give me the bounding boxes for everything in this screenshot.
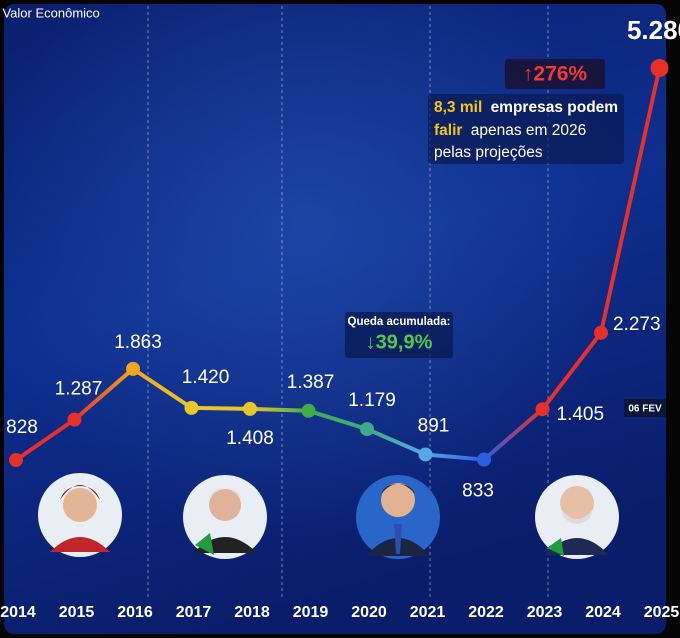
x-tick-label: 2022	[468, 604, 504, 621]
point	[650, 59, 669, 77]
x-tick-label: 2017	[176, 604, 212, 621]
x-tick-label: 2023	[527, 604, 563, 621]
portrait	[356, 475, 440, 559]
source: Fonte: Valor Econômico	[0, 5, 100, 20]
date-box	[624, 399, 666, 417]
line-segment	[72, 366, 135, 422]
portrait	[183, 475, 267, 559]
x-tick-label: 2020	[351, 604, 387, 621]
x-tick-label: 2015	[59, 604, 95, 621]
x-tick-label: 2024	[585, 604, 621, 621]
drop-title: Queda acumulada:	[348, 316, 451, 328]
point	[360, 422, 374, 437]
line-segment	[248, 406, 311, 413]
x-tick-label: 2019	[293, 604, 329, 621]
line-segment	[423, 452, 486, 462]
value-label: 1.179	[348, 390, 396, 411]
callout-line: pelas projeções	[434, 144, 543, 161]
drop-label: ↓39,9%	[366, 331, 433, 353]
value-label: 1.863	[114, 332, 162, 353]
portraits	[38, 473, 619, 559]
x-tick-label: 2025	[644, 604, 680, 621]
value-label: 828	[6, 417, 38, 438]
callout-highlight: 8,3 mil	[434, 99, 482, 116]
point	[243, 401, 257, 416]
callout-text: apenas em 2026	[471, 122, 586, 139]
value-label: 1.405	[557, 404, 605, 425]
point	[184, 400, 199, 415]
x-tick-label: 2018	[234, 604, 270, 621]
value-label: 1.408	[226, 428, 274, 449]
line-segment	[14, 417, 77, 462]
value-label: 1.387	[287, 372, 335, 393]
x-tick-label: 2016	[117, 604, 153, 621]
line-segment	[599, 66, 662, 335]
value-label: 891	[418, 415, 450, 436]
value-label: 5.280	[627, 15, 680, 45]
value-label: 833	[462, 481, 494, 502]
plot: 828 2014 1.287 2015 1.863 2016 1.420 2017 1.408 2…	[0, 15, 680, 621]
callout-box	[428, 94, 624, 164]
value-label: 2.273	[613, 314, 661, 335]
point	[67, 412, 82, 427]
point	[535, 402, 550, 417]
line-segment	[482, 407, 545, 462]
value-label: 1.420	[182, 367, 230, 388]
callout-highlight: falir	[434, 122, 462, 139]
x-tick-label: 2014	[0, 604, 36, 621]
point	[594, 325, 608, 340]
x-tick-label: 2021	[410, 604, 446, 621]
point	[418, 447, 433, 462]
growth-label: ↑276%	[523, 63, 588, 86]
point	[126, 361, 140, 376]
portrait	[38, 473, 122, 557]
drop-box	[345, 312, 453, 358]
line-segment	[365, 427, 428, 457]
point	[9, 453, 23, 467]
growth-box	[505, 59, 605, 89]
point	[301, 403, 316, 418]
line-segment	[131, 366, 194, 410]
callout-line: falir apenas em 2026	[434, 122, 586, 139]
value-label: 1.287	[55, 379, 103, 400]
line-segment	[189, 405, 252, 411]
callout-text: empresas podem	[491, 99, 619, 116]
date-tag: 06 FEV	[628, 404, 662, 415]
line-segment	[540, 330, 603, 412]
portrait	[535, 475, 619, 559]
callout-line: 8,3 mil empresas podem	[434, 99, 618, 116]
line-segment	[306, 408, 369, 432]
point	[477, 452, 491, 467]
